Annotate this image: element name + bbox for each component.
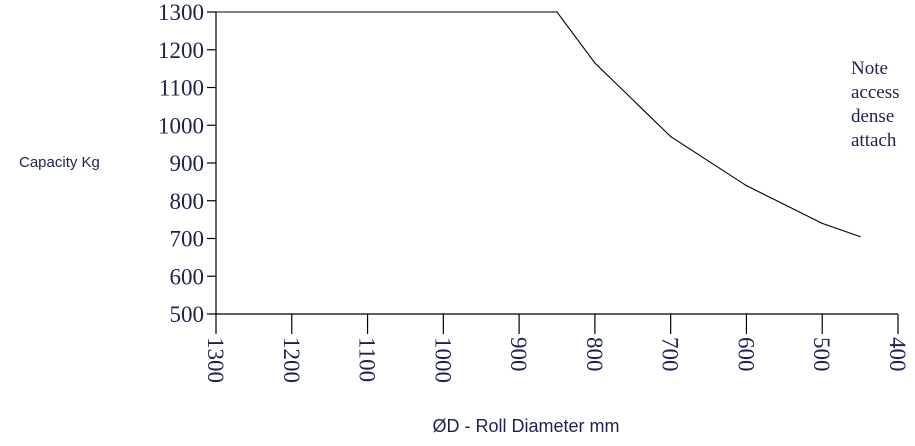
x-tick-label: 500 bbox=[809, 337, 834, 372]
series-point bbox=[556, 11, 558, 13]
series-point bbox=[859, 236, 861, 238]
x-tick-label: 700 bbox=[658, 337, 683, 372]
y-axis-label: Capacity Kg bbox=[19, 154, 100, 171]
y-tick-label: 1300 bbox=[158, 0, 204, 25]
x-tick-label: 1000 bbox=[430, 337, 455, 383]
x-tick-label: 1100 bbox=[355, 337, 380, 382]
x-tick-label: 800 bbox=[582, 337, 607, 372]
y-axis-ticks: 1300 1200 1100 1000 900 800 700 600 500 bbox=[158, 0, 216, 327]
y-tick-label: 700 bbox=[170, 227, 205, 252]
x-tick-label: 600 bbox=[733, 337, 758, 372]
series-layer bbox=[215, 11, 861, 238]
y-tick-label: 500 bbox=[170, 302, 205, 327]
note-line-4: attach bbox=[851, 130, 897, 151]
series-line bbox=[216, 11, 861, 238]
y-tick-label: 600 bbox=[170, 264, 205, 289]
series-point bbox=[215, 11, 217, 13]
y-tick-label: 1200 bbox=[158, 38, 204, 63]
series-point bbox=[745, 185, 748, 187]
x-tick-label: 1300 bbox=[203, 337, 228, 383]
x-axis-label: ØD - Roll Diameter mm bbox=[432, 416, 619, 436]
series-point bbox=[821, 222, 823, 224]
note-line-2: access bbox=[851, 82, 900, 103]
series-point bbox=[594, 62, 596, 64]
series-point bbox=[670, 135, 672, 138]
note-line-3: dense bbox=[851, 106, 894, 127]
y-tick-label: 900 bbox=[170, 151, 205, 176]
x-axis-ticks: 1300 1200 1100 1000 900 800 700 600 500 400 bbox=[203, 314, 910, 383]
x-tick-label: 1200 bbox=[279, 337, 304, 383]
y-tick-label: 1000 bbox=[158, 113, 204, 138]
y-tick-label: 800 bbox=[170, 189, 205, 214]
x-tick-label: 900 bbox=[506, 337, 531, 372]
x-tick-label: 400 bbox=[885, 337, 910, 372]
y-tick-label: 1100 bbox=[159, 76, 204, 101]
note-line-1: Note bbox=[851, 58, 888, 79]
